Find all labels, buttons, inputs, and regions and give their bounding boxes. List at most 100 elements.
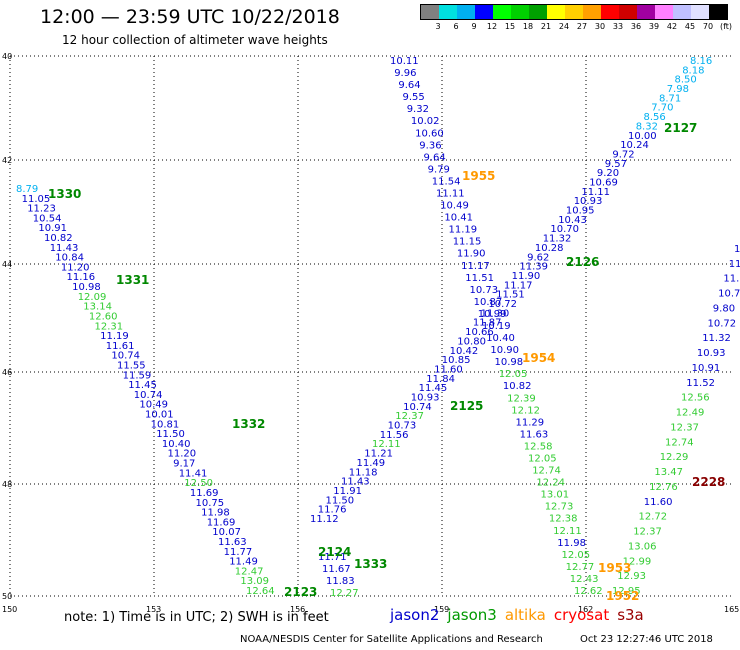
swh-value: 8.50 [675,75,697,86]
swh-value: 9.32 [407,104,429,115]
credit-date: Oct 23 12:27:46 UTC 2018 [580,634,713,645]
legend-label: 18 [522,22,534,31]
pass-time-label: 1953 [598,561,631,575]
swh-value: 12.12 [511,405,540,416]
pass-time-label: 1332 [232,417,265,431]
swh-value: 12.50 [184,478,213,489]
swh-value: 10.54 [33,213,62,224]
legend-label: (ft) [719,22,733,31]
swh-value: 11.29 [516,417,545,428]
legend-swatch [565,5,583,19]
footer-note: note: 1) Time is in UTC; 2) SWH is in fe… [64,610,329,625]
swh-value: 12.77 [566,562,595,573]
swh-value: 11.69 [207,517,236,528]
lon-tick-label: 165 [724,605,739,614]
swh-value: 8.71 [659,93,681,104]
swh-value: 10.73 [388,421,417,432]
legend-label: 9 [471,22,477,31]
swh-value: 10.82 [44,233,73,244]
swh-value: 11.67 [322,564,351,575]
pass-time-label: 2123 [284,585,317,599]
swh-value: 9.72 [612,150,634,161]
legend-swatch [583,5,601,19]
pass-time-label: 1330 [48,187,81,201]
swh-value: 9.55 [403,92,425,103]
swh-value: 10.24 [620,140,649,151]
swh-value: 10.93 [574,196,603,207]
swh-value: 10.95 [566,206,595,217]
legend-swatch [709,5,727,19]
swh-value: 11.11 [581,187,610,198]
swh-value: 11.15 [453,237,482,248]
swh-value: 12.39 [507,393,536,404]
swh-value: 12.37 [670,422,699,433]
legend-label: 45 [684,22,696,31]
swh-value: 8.16 [690,56,712,67]
legend-swatch [655,5,673,19]
legend-label: 39 [648,22,660,31]
swh-value: 11.12 [310,514,339,525]
legend-label: 33 [612,22,624,31]
swh-value: 12.05 [562,550,591,561]
swh-value: 12.37 [633,527,662,538]
swh-value: 10.73 [470,285,499,296]
swh-value: 10.90 [490,345,519,356]
swh-value: 11.39 [519,262,548,273]
legend-swatch [673,5,691,19]
swh-value: 12.76 [649,482,678,493]
swh-value: 11.51 [496,290,525,301]
swh-value: 11.18 [349,467,378,478]
pass-time-label: 2124 [318,545,351,559]
swh-value: 11.98 [201,508,230,519]
swh-value: 13.01 [541,490,570,501]
swh-value: 12.29 [660,452,689,463]
pass-time-labels: 1330 1331 1332 1333 2123 2124 2125 2126 2127 1955… [48,121,725,603]
swh-value: 12.74 [532,466,561,477]
swh-value: 8.79 [16,184,38,195]
satellite-s3a: s3a [617,606,644,624]
axis-tick-labels: 150 153 156 159 162 165 40 42 44 46 48 50 [2,52,739,614]
swh-value: 12.11 [553,526,582,537]
swh-value: 10.02 [411,116,440,127]
legend-label: 27 [576,22,588,31]
legend-swatch [475,5,493,19]
swh-value: 11.17 [461,261,490,272]
lat-tick-label: 50 [2,592,12,601]
swh-value: 11.56 [380,430,409,441]
swh-value: 11.74 [729,259,740,270]
swh-value: 12.74 [665,437,694,448]
swh-value: 10.01 [145,410,174,421]
swh-value: 12.37 [395,411,424,422]
swh-value: 10.87 [474,297,503,308]
swh-value: 12.73 [545,502,574,513]
swh-value: 11.87 [473,318,502,329]
swh-value: 11.41 [179,468,208,479]
swh-value: 13.06 [628,541,657,552]
swh-value: 10.43 [558,215,587,226]
swh-value: 7.70 [651,103,673,114]
swh-value: 12.49 [676,408,705,419]
swh-value: 10.74 [111,351,140,362]
pass-time-label: 1954 [522,351,555,365]
swh-value: 10.99 [478,309,507,320]
lat-tick-label: 42 [2,156,12,165]
pass-time-label: 1333 [354,557,387,571]
swh-value: 10.84 [55,253,84,264]
swh-value: 10.98 [72,282,101,293]
swh-value: 12.58 [524,442,553,453]
swh-value: 11.19 [100,331,129,342]
swh-value: 9.36 [419,140,441,151]
swh-value: 12.62 [574,586,603,597]
swh-value: 10.49 [139,400,168,411]
swh-value: 11.71 [318,552,347,563]
legend-labels: 3 6 9 12 15 18 21 24 27 30 33 36 39 42 45 70 (ft) [420,20,732,34]
swh-value: 11.20 [168,449,197,460]
swh-value: 10.00 [628,131,657,142]
swh-value: 11.21 [364,449,393,460]
swh-value: 10.66 [465,327,494,338]
swh-value: 12.64 [246,586,275,597]
legend-swatch [511,5,529,19]
legend-label: 30 [594,22,606,31]
swh-value: 11.54 [432,177,461,188]
lat-tick-label: 40 [2,52,12,61]
